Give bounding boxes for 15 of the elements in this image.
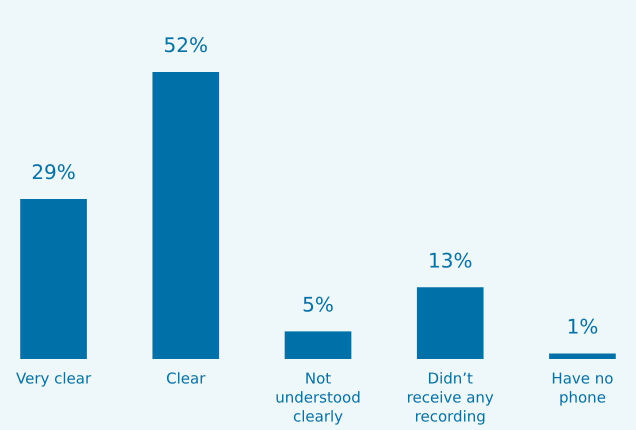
bar: [152, 72, 220, 359]
x-tick-label: Clear: [166, 370, 206, 388]
data-label: 5%: [302, 292, 334, 316]
x-tick-label: Have no phone: [551, 370, 614, 406]
bar: [20, 198, 87, 359]
x-tick-label: Didn’t receive any recording: [406, 370, 494, 426]
data-label: 1%: [566, 314, 598, 338]
data-label: 52%: [164, 33, 208, 57]
data-label: 29%: [31, 160, 76, 184]
bar: [416, 287, 484, 359]
x-tick-label: Not understood clearly: [275, 370, 361, 426]
x-tick-label: Very clear: [16, 370, 92, 388]
bar: [284, 331, 352, 359]
data-label: 13%: [428, 248, 472, 272]
bar: [549, 353, 616, 359]
